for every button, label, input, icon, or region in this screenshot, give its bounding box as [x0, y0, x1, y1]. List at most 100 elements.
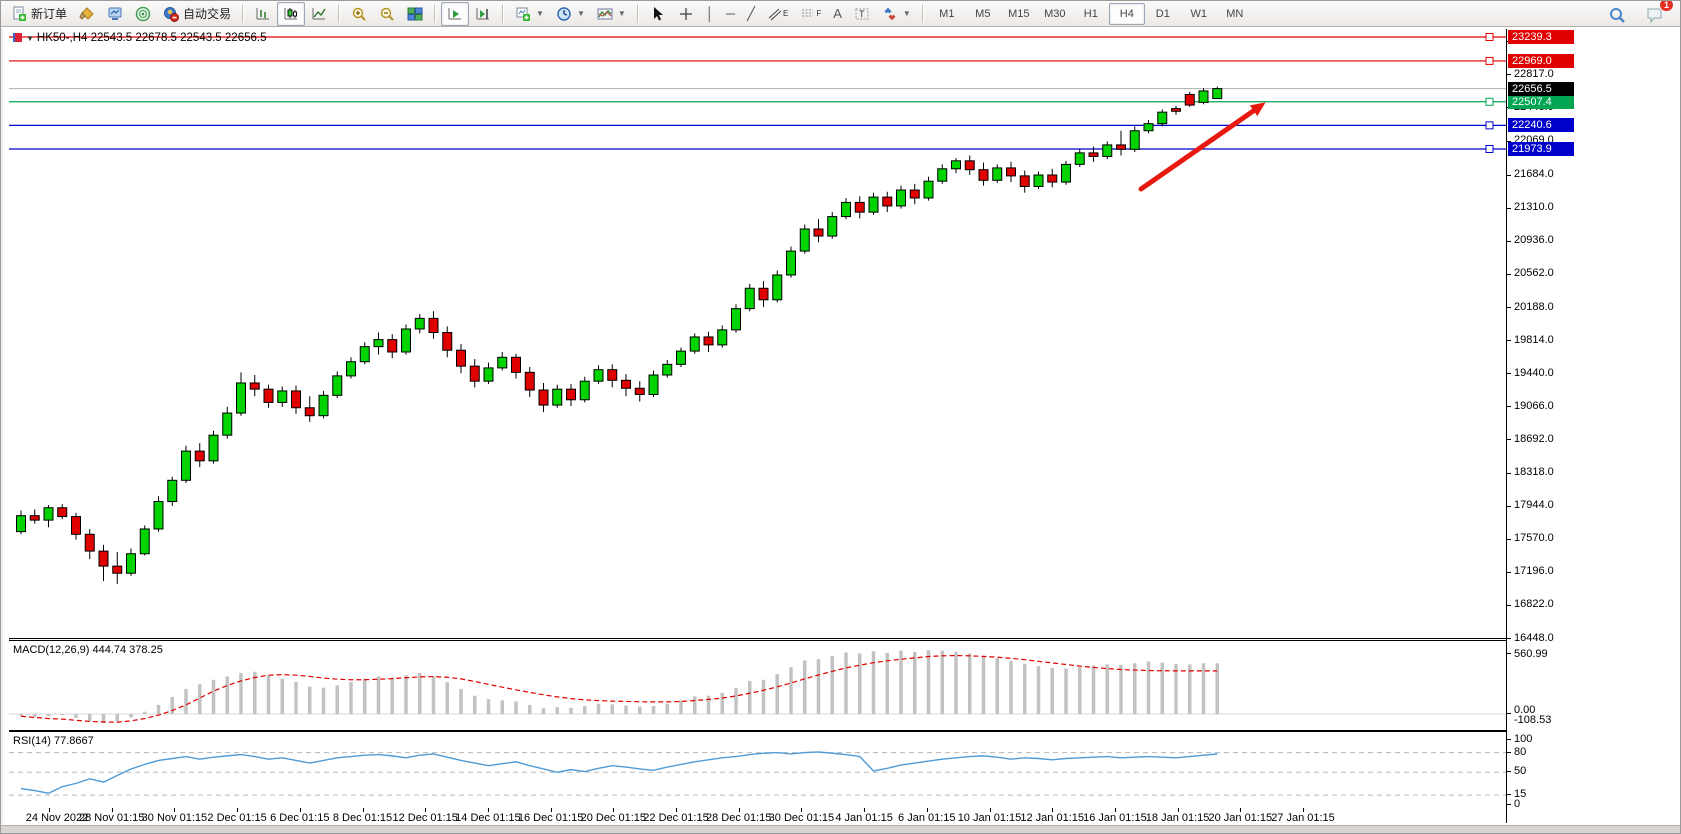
candle-down [703, 336, 714, 346]
axis-tick [1507, 406, 1511, 408]
candle-down [442, 332, 453, 351]
timeframe-button-w1[interactable]: W1 [1190, 7, 1208, 20]
candlestick-chart-button[interactable] [277, 1, 306, 26]
zoom-out-button[interactable] [373, 2, 401, 26]
timeframe-button-m5[interactable]: M5 [975, 7, 991, 20]
chevron-down-icon[interactable]: ▼ [26, 34, 34, 43]
new-order-button[interactable]: 新订单 [5, 2, 73, 26]
candle-up [937, 168, 948, 182]
line-chart-button[interactable] [305, 2, 333, 26]
candle-down [511, 356, 521, 373]
candle-up [1033, 174, 1044, 187]
rsi-canvas[interactable] [9, 732, 1506, 809]
candle-down [1116, 144, 1126, 150]
axis-tick [1507, 174, 1511, 176]
styler-button[interactable] [73, 2, 101, 26]
channel-tool-button[interactable]: E [761, 2, 794, 26]
trend-arrow-annotation[interactable] [1138, 102, 1266, 192]
candle-up [593, 369, 604, 382]
axis-tick [1507, 273, 1511, 275]
vline-tool-button[interactable]: │ [700, 2, 720, 26]
time-tick [111, 808, 113, 812]
zoom-in-button[interactable] [345, 2, 373, 26]
time-axis[interactable]: 24 Nov 2022 28 Nov 01:15 30 Nov 01:15 2 Dec… [9, 808, 1506, 825]
axis-tick [1507, 505, 1511, 507]
one-click-trading-icon[interactable] [13, 33, 22, 42]
candle-down [978, 169, 989, 181]
svg-text:T: T [859, 9, 865, 19]
label-tool-icon: T [854, 6, 870, 22]
candle-down [469, 365, 480, 382]
time-tick-label: 28 Nov 01:15 [78, 812, 145, 824]
notifications-button[interactable]: 1 [1640, 1, 1674, 26]
price-tick-label: 17570.0 [1514, 532, 1554, 545]
time-tick [738, 808, 740, 812]
periods-dropdown[interactable]: ▼ [550, 2, 591, 26]
bar-chart-button[interactable] [249, 2, 277, 26]
chart-shift-button[interactable] [469, 2, 497, 26]
price-axis[interactable]: 23191.022817.022443.022069.021684.021310… [1506, 29, 1680, 823]
indicators-dropdown[interactable]: ▼ [591, 2, 632, 26]
fibonacci-tool-button[interactable]: F [794, 2, 827, 26]
candle-up [1143, 123, 1154, 132]
zoom-in-icon [351, 6, 367, 22]
time-tick [487, 808, 489, 812]
hline-tool-button[interactable]: ─ [720, 2, 741, 26]
candle-down [964, 160, 975, 171]
macd-canvas[interactable] [9, 641, 1506, 730]
timeframe-button-mn[interactable]: MN [1226, 7, 1244, 20]
cursor-tool-button[interactable] [644, 2, 672, 26]
line-chart-icon [311, 6, 327, 22]
main-chart-canvas[interactable] [9, 29, 1506, 638]
price-tick-label: 19814.0 [1514, 333, 1554, 346]
rsi-pane[interactable]: RSI(14) 77.8667 [9, 731, 1506, 810]
market-watch-button[interactable] [101, 2, 129, 26]
time-tick-label: 16 Dec 01:15 [517, 812, 584, 824]
candle-up [868, 196, 879, 213]
timeframe-button-m30[interactable]: M30 [1044, 7, 1066, 20]
macd-histogram [19, 650, 1219, 724]
tile-windows-button[interactable] [401, 2, 429, 26]
text-tool-button[interactable]: A [827, 2, 848, 26]
rsi-axis-label: 80 [1514, 745, 1527, 758]
candle-up [648, 374, 659, 395]
symbol-ohlc-text: HK50-,H4 22543.5 22678.5 22543.5 22656.5 [36, 32, 267, 44]
arrows-dropdown[interactable]: ▼ [876, 2, 917, 26]
trendline-tool-button[interactable]: ╱ [741, 2, 761, 26]
time-tick [362, 808, 364, 812]
crosshair-tool-button[interactable] [672, 2, 700, 26]
new-chart-dropdown[interactable]: ▼ [509, 2, 550, 26]
macd-pane[interactable]: MACD(12,26,9) 444.74 378.25 [9, 640, 1506, 731]
auto-trading-button[interactable]: 自动交易 [157, 2, 237, 26]
candle-down [524, 371, 535, 391]
timeframe-button-d1[interactable]: D1 [1155, 7, 1170, 20]
auto-scroll-button[interactable] [441, 1, 470, 26]
candle-down [112, 565, 123, 574]
candle-down [98, 550, 109, 567]
time-tick [550, 808, 552, 812]
timeframe-button-m1[interactable]: M1 [939, 7, 955, 20]
axis-tick [1507, 738, 1511, 740]
main-chart-pane[interactable]: ▼ HK50-,H4 22543.5 22678.5 22543.5 22656.… [9, 29, 1506, 639]
label-tool-button[interactable]: T [848, 2, 876, 26]
auto-trading-icon [163, 6, 180, 22]
crosshair-icon [678, 6, 694, 22]
price-tick-label: 19440.0 [1514, 366, 1554, 379]
candle-up [676, 350, 686, 365]
signal-icon [135, 6, 151, 22]
symbol-readout[interactable]: ▼ HK50-,H4 22543.5 22678.5 22543.5 22656.… [13, 32, 266, 44]
candle-up [126, 553, 136, 574]
macd-min-label: -108.53 [1514, 714, 1552, 726]
candle-down [607, 369, 618, 381]
candle-down [29, 515, 40, 521]
search-button[interactable] [1602, 2, 1630, 26]
timeframe-button-m15[interactable]: M15 [1008, 7, 1030, 20]
signals-button[interactable] [129, 2, 157, 26]
candle-up [1212, 88, 1223, 100]
candle-up [1074, 152, 1085, 165]
chevron-down-icon: ▼ [576, 9, 585, 18]
timeframe-button-h4[interactable]: H4 [1108, 2, 1145, 25]
level-marker [1485, 33, 1494, 41]
timeframe-button-h1[interactable]: H1 [1083, 7, 1098, 20]
